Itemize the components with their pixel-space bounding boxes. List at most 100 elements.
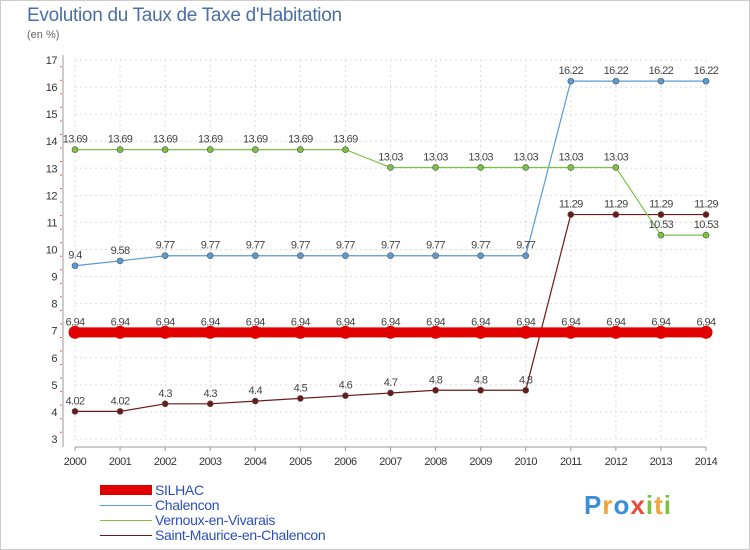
data-point [116, 408, 124, 415]
data-label: 9.77 [336, 240, 355, 252]
data-point [612, 211, 620, 218]
data-point [567, 211, 575, 218]
data-point [612, 164, 620, 171]
legend-swatch [100, 505, 152, 506]
data-point [657, 77, 665, 85]
data-point [432, 164, 439, 171]
data-label: 6.94 [696, 316, 715, 328]
legend-swatch [100, 535, 152, 536]
data-label: 6.94 [381, 316, 400, 328]
data-point [477, 252, 484, 260]
data-label: 9.77 [156, 240, 175, 252]
data-point [432, 252, 439, 260]
data-label: 6.94 [156, 316, 175, 328]
x-tick-label: 2006 [334, 456, 357, 468]
data-point [387, 164, 394, 171]
data-point [432, 386, 439, 394]
x-tick-label: 2012 [605, 456, 628, 468]
data-point [113, 325, 127, 339]
data-label: 4.3 [203, 388, 217, 400]
data-label: 13.03 [513, 151, 538, 163]
data-label: 6.94 [65, 316, 84, 328]
data-label: 16.22 [694, 65, 719, 77]
x-tick-label: 2003 [199, 456, 222, 468]
data-point [206, 252, 214, 260]
data-point [251, 397, 259, 405]
data-point [567, 77, 575, 85]
data-label: 6.94 [336, 316, 355, 328]
y-tick-label: 4 [51, 407, 57, 419]
data-label: 9.77 [471, 240, 490, 252]
proxiti-logo: Proxiti [584, 490, 672, 521]
data-label: 9.77 [201, 240, 220, 252]
data-point [251, 252, 259, 260]
x-tick-label: 2010 [514, 456, 537, 468]
series-line [74, 80, 706, 267]
data-point [206, 146, 214, 153]
data-point [564, 325, 578, 339]
data-point [519, 325, 533, 339]
data-label: 9.4 [68, 250, 82, 262]
data-label: 13.03 [468, 151, 493, 163]
data-point [477, 386, 484, 394]
logo-letter: t [654, 490, 664, 520]
data-label: 11.29 [559, 199, 583, 211]
data-label: 6.94 [606, 316, 625, 328]
data-point [161, 146, 169, 153]
data-point [654, 325, 668, 339]
data-label: 13.69 [198, 134, 223, 146]
data-label: 9.77 [291, 240, 310, 252]
chart-subtitle: (en %) [27, 29, 60, 41]
data-point [657, 231, 665, 239]
x-tick-label: 2005 [289, 456, 312, 468]
data-point [342, 392, 349, 399]
data-point [203, 325, 217, 339]
data-label: 6.94 [201, 316, 220, 328]
data-point [522, 252, 530, 260]
data-point [342, 146, 349, 153]
x-tick-label: 2014 [695, 456, 718, 468]
data-point [161, 400, 169, 408]
x-tick-label: 2004 [244, 456, 267, 468]
data-label: 4.8 [474, 374, 488, 386]
x-tick-label: 2008 [424, 456, 447, 468]
data-label: 4.7 [384, 377, 398, 389]
data-point [657, 211, 665, 218]
y-tick-label: 9 [51, 272, 57, 284]
data-point [609, 325, 623, 339]
y-tick-label: 15 [46, 109, 58, 121]
legend-swatch [100, 520, 152, 521]
data-label: 13.69 [333, 134, 358, 146]
x-tick-label: 2000 [64, 456, 87, 468]
data-label: 13.69 [153, 134, 178, 146]
y-tick-label: 10 [46, 245, 58, 257]
data-point [477, 164, 484, 171]
x-tick-label: 2002 [154, 456, 177, 468]
y-tick-label: 8 [51, 299, 57, 311]
data-point [116, 257, 124, 265]
y-tick-label: 16 [46, 82, 58, 94]
y-tick-label: 6 [51, 353, 57, 365]
legend-label: Chalencon [155, 497, 220, 513]
data-label: 9.77 [246, 240, 265, 252]
data-point [612, 77, 620, 85]
data-label: 13.03 [423, 151, 448, 163]
data-point [702, 77, 710, 85]
y-tick-label: 13 [46, 163, 58, 175]
data-point [342, 252, 349, 260]
data-point [387, 252, 394, 260]
data-label: 11.29 [604, 199, 628, 211]
data-label: 6.94 [651, 316, 670, 328]
data-point [297, 252, 304, 260]
data-label: 6.94 [471, 316, 490, 328]
y-tick-label: 3 [51, 434, 57, 446]
data-label: 4.8 [519, 374, 533, 386]
data-label: 6.94 [246, 316, 265, 328]
logo-letter: r [602, 490, 614, 520]
y-tick-label: 14 [46, 136, 58, 148]
data-point [71, 262, 79, 270]
x-tick-label: 2009 [469, 456, 492, 468]
data-point [206, 400, 214, 408]
data-point [567, 164, 575, 171]
